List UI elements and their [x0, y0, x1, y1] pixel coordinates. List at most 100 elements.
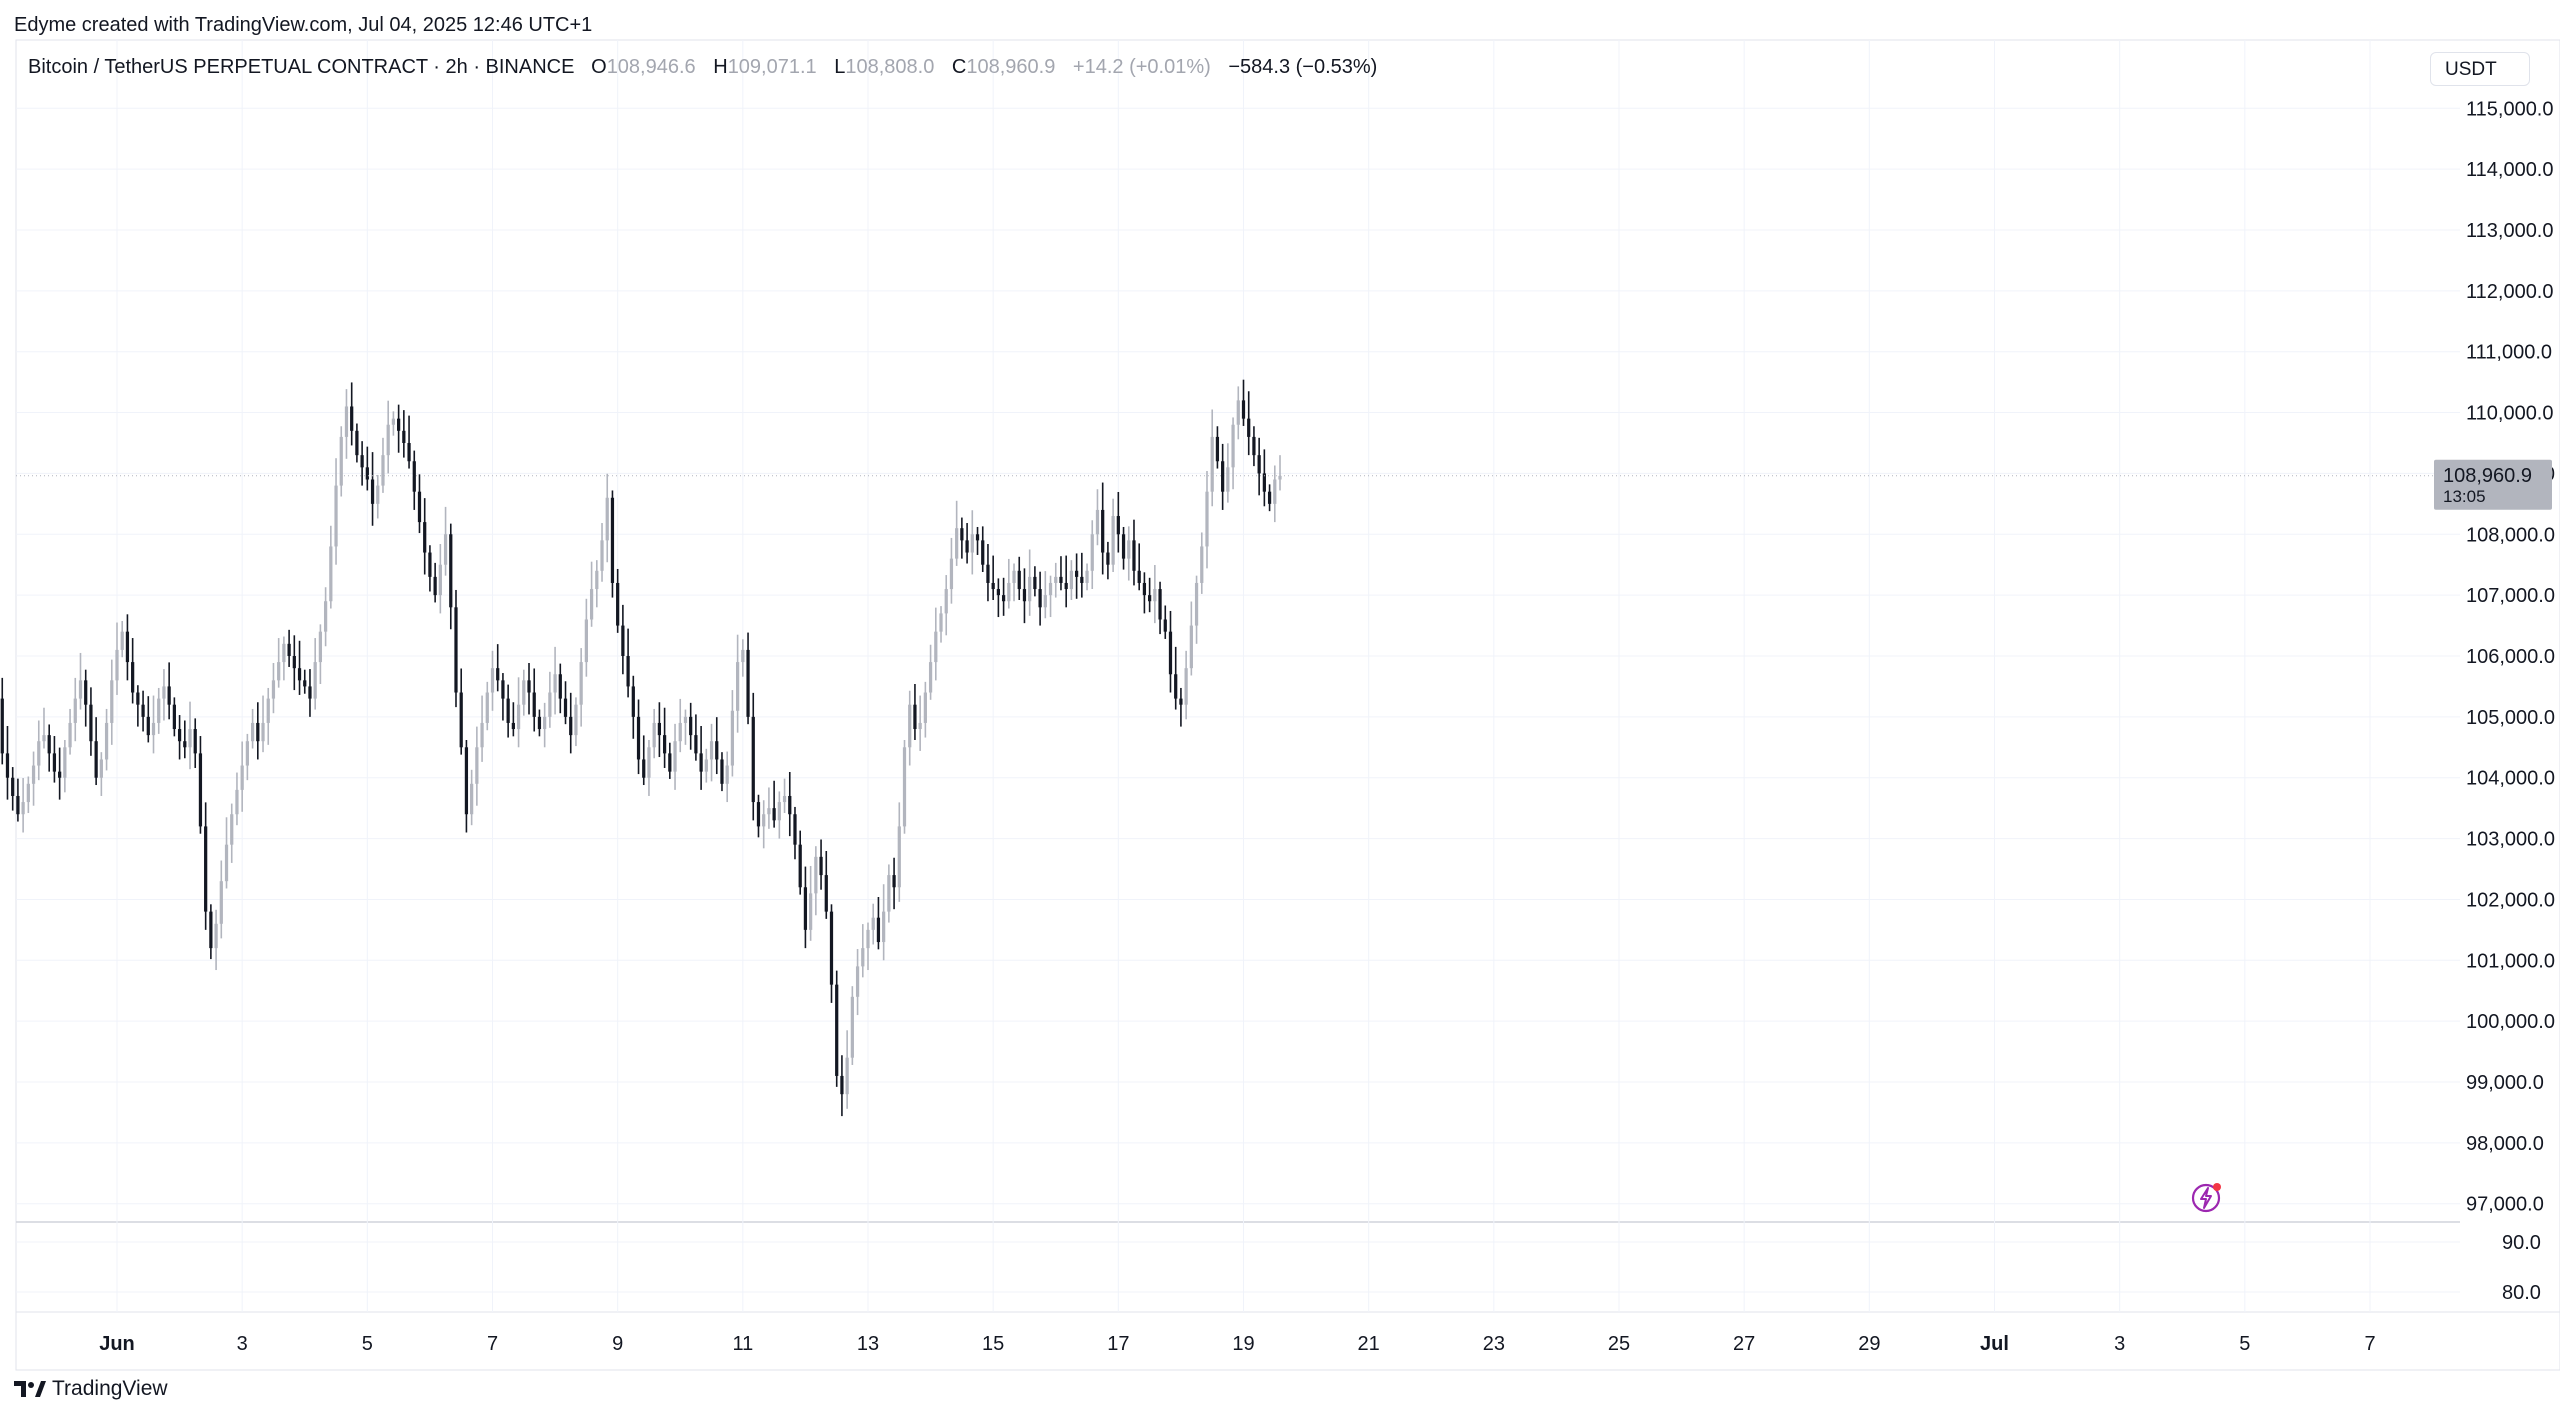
- candle-body: [1116, 516, 1120, 535]
- candle-body: [1064, 582, 1068, 590]
- candle-body: [423, 522, 427, 553]
- candle-body: [1017, 570, 1021, 590]
- close-value: 108,960.9: [966, 56, 1056, 78]
- low-value: 108,808.0: [845, 56, 935, 78]
- candle-body: [188, 729, 192, 748]
- candle-body: [845, 1057, 849, 1095]
- x-tick-label: 3: [2114, 1333, 2125, 1355]
- candle-body: [183, 741, 187, 748]
- candle-body: [636, 716, 641, 760]
- candle-body: [986, 564, 990, 583]
- candle-body: [219, 881, 223, 924]
- candle-body: [610, 497, 615, 583]
- candle-body: [1043, 595, 1047, 608]
- y-tick-label: 112,000.0: [2466, 281, 2554, 303]
- candle-body: [725, 765, 729, 784]
- candle-body: [923, 692, 927, 723]
- candle-body: [741, 649, 745, 663]
- candle-body: [151, 722, 156, 736]
- currency-button[interactable]: USDT: [2430, 52, 2530, 86]
- lightning-alert-icon[interactable]: [2190, 1180, 2224, 1214]
- x-tick-label: 3: [237, 1333, 248, 1355]
- candle-body: [26, 783, 30, 803]
- candle-body: [449, 534, 453, 608]
- candle-body: [756, 802, 761, 827]
- y-axis: 115,000.0 114,000.0 113,000.0 112,000.0 111,…: [2466, 98, 2555, 1215]
- y-tick-label: 101,000.0: [2466, 950, 2555, 972]
- y-tick-label: 111,000.0: [2466, 342, 2552, 364]
- candle-body: [365, 467, 369, 480]
- candle-body: [683, 716, 688, 723]
- symbol-name[interactable]: Bitcoin / TetherUS PERPETUAL CONTRACT · …: [28, 56, 575, 78]
- candle-body: [157, 698, 161, 723]
- candle-body: [840, 1075, 844, 1095]
- candle-body: [454, 607, 458, 693]
- candle-body: [918, 722, 922, 730]
- candle-body: [1101, 509, 1105, 553]
- candle-body: [344, 406, 349, 437]
- candle-body: [882, 911, 886, 943]
- candle-body: [715, 741, 719, 760]
- bar-change: +14.2 (+0.01%): [1072, 56, 1211, 78]
- candle-body: [501, 680, 505, 699]
- current-price-line: 108,960.913:05: [16, 459, 2552, 510]
- candle-body: [167, 686, 171, 705]
- candle-body: [563, 698, 568, 717]
- candle-body: [318, 631, 323, 663]
- candle-body: [944, 589, 948, 614]
- candle-body: [125, 631, 130, 663]
- candle-body: [417, 491, 422, 523]
- candle-body: [1054, 576, 1058, 583]
- candle-body: [1001, 595, 1006, 602]
- candle-body: [678, 722, 682, 742]
- candle-body: [78, 680, 83, 699]
- candle-body: [527, 680, 531, 693]
- candle-body: [141, 704, 145, 717]
- candle-body: [1080, 576, 1084, 583]
- candle-body: [595, 570, 599, 590]
- high-label: H: [713, 56, 728, 78]
- open-value: 108,946.6: [606, 56, 696, 78]
- candle-body: [355, 430, 359, 456]
- candle-body: [1231, 424, 1235, 468]
- candle-body: [965, 540, 969, 553]
- candle-body: [1205, 491, 1209, 547]
- candle-body: [329, 546, 333, 602]
- candle-body: [1132, 540, 1136, 571]
- candle-body: [1262, 473, 1266, 492]
- y-tick-label: 97,000.0: [2466, 1194, 2544, 1216]
- candle-body: [532, 692, 536, 717]
- candle-body: [809, 893, 813, 930]
- chart-credit: Edyme created with TradingView.com, Jul …: [14, 14, 593, 36]
- candle-body: [631, 686, 635, 717]
- tradingview-brand[interactable]: TradingView: [14, 1377, 168, 1401]
- x-tick-label: 19: [1232, 1333, 1254, 1355]
- y-tick-label: 113,000.0: [2466, 220, 2554, 242]
- y-tick-label: 104,000.0: [2466, 768, 2555, 790]
- candle-body: [689, 716, 693, 736]
- x-tick-label: Jul: [1980, 1333, 2009, 1355]
- candle-body: [58, 771, 62, 778]
- price-badge-countdown: 13:05: [2443, 487, 2486, 506]
- candle-body: [892, 875, 896, 888]
- candle-body: [11, 777, 15, 796]
- candle-body: [21, 802, 25, 815]
- candle-body: [939, 613, 943, 632]
- candle-body: [621, 625, 625, 656]
- volume-tick-label: 80.0: [2502, 1282, 2541, 1304]
- candle-body: [955, 528, 959, 559]
- x-tick-label: 29: [1858, 1333, 1880, 1355]
- candle-body: [569, 716, 573, 736]
- candle-body: [391, 418, 396, 425]
- tradingview-logo-icon: [14, 1381, 46, 1397]
- candle-body: [934, 631, 938, 663]
- candle-body: [996, 589, 1000, 596]
- candle-body: [579, 662, 583, 705]
- candle-body: [292, 656, 296, 669]
- candle-body: [908, 704, 912, 748]
- candle-body: [470, 783, 474, 815]
- candle-body: [1007, 582, 1011, 602]
- candle-body: [819, 856, 823, 876]
- candle-body: [193, 729, 197, 754]
